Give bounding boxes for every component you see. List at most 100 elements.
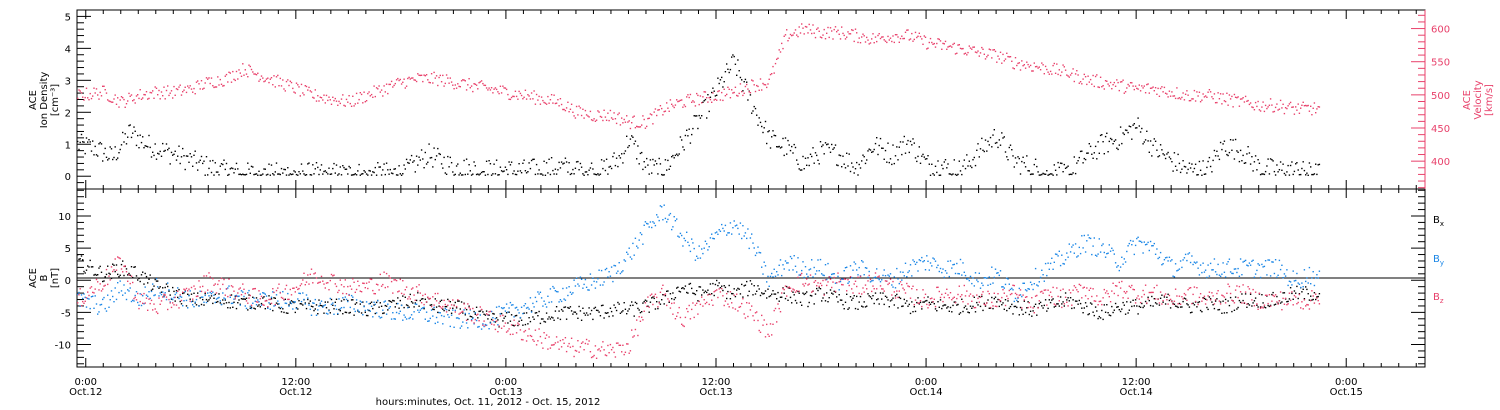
data-point-by [1291,284,1293,286]
data-point-bx [1057,303,1059,305]
data-point-bx [528,317,530,319]
data-point-density [262,173,264,175]
data-point-velocity [1077,74,1079,76]
data-point-bz [102,288,104,290]
data-point-bx [263,296,265,298]
data-point-velocity [474,83,476,85]
data-point-velocity [718,90,720,92]
data-point-density [392,172,394,175]
data-point-density [1118,144,1120,146]
data-point-bx [208,299,210,301]
data-point-by [1124,261,1127,263]
data-point-density [430,156,433,159]
data-point-velocity [359,92,361,94]
data-point-velocity [817,27,819,29]
data-point-bx [776,298,778,300]
data-point-bx [402,295,404,297]
data-point-bz [177,290,179,292]
data-point-velocity [716,99,718,101]
data-point-bx [572,313,574,315]
data-point-density [918,146,920,148]
data-point-density [537,173,539,175]
data-point-bx [1142,306,1144,309]
data-point-velocity [798,26,800,28]
data-point-by [1093,237,1095,239]
data-point-velocity [602,119,604,122]
data-point-by [922,261,924,263]
data-point-bx [1297,297,1299,300]
data-point-bz [355,288,358,291]
data-point-velocity [1196,91,1198,93]
data-point-by [315,314,318,316]
data-point-velocity [931,41,933,44]
data-point-bz [184,289,186,291]
data-point-by [1311,277,1313,279]
data-point-density [1171,161,1173,163]
data-point-density [767,131,769,133]
data-point-density [761,125,763,128]
data-point-density [142,136,144,138]
data-point-by [604,268,607,271]
data-point-velocity [600,116,603,118]
data-point-velocity [1188,100,1191,102]
data-point-by [1282,277,1284,279]
data-point-density [686,129,688,131]
data-point-velocity [169,92,171,94]
data-point-bx [643,300,645,303]
data-point-density [1132,124,1134,126]
data-point-velocity [1158,95,1161,97]
data-point-velocity [220,83,223,85]
data-point-density [229,168,231,170]
data-point-bx [909,312,912,315]
data-point-by [393,318,395,320]
data-point-density [984,139,987,141]
data-point-density [227,174,229,176]
data-point-bx [1298,293,1301,295]
data-point-bx [507,322,509,324]
data-point-density [1284,174,1287,176]
data-point-density [265,174,268,176]
data-point-bz [84,300,86,302]
data-point-bz [414,299,416,301]
data-point-bx [154,278,156,281]
data-point-by [1303,269,1306,271]
data-point-by [452,309,454,311]
data-point-bz [542,347,544,349]
data-point-by [1148,249,1150,252]
data-point-bx [609,307,612,309]
data-point-density [1033,163,1035,166]
data-point-by [692,242,694,244]
data-point-by [483,325,485,328]
data-point-bz [662,284,664,286]
data-point-bz [444,303,446,306]
data-point-velocity [1211,96,1213,98]
data-point-by [292,308,294,310]
data-point-density [741,79,743,81]
data-point-density [388,173,390,175]
data-point-velocity [298,86,300,88]
data-point-density [297,174,299,176]
data-point-velocity [258,80,260,82]
data-point-velocity [984,58,987,60]
data-point-by [729,222,732,224]
data-point-density [1209,165,1212,168]
data-point-density [622,162,624,164]
data-point-velocity [149,91,151,94]
data-point-by [1172,275,1174,277]
data-point-density [335,164,338,166]
data-point-density [1238,160,1241,163]
data-point-velocity [1288,103,1291,105]
data-point-density [789,149,792,152]
data-point-density [438,152,440,155]
data-point-bx [912,311,914,313]
data-point-bx [907,305,909,307]
data-point-by [908,270,910,272]
data-point-density [678,153,680,155]
data-point-by [1212,269,1214,271]
data-point-bx [1217,309,1219,311]
tick-labels: 0:00Oct.1212:00Oct.120:00Oct.1312:00Oct.… [55,12,1450,398]
data-point-velocity [922,43,924,45]
data-point-bz [475,314,478,316]
data-point-bx [1034,303,1037,305]
data-point-by [688,244,690,247]
